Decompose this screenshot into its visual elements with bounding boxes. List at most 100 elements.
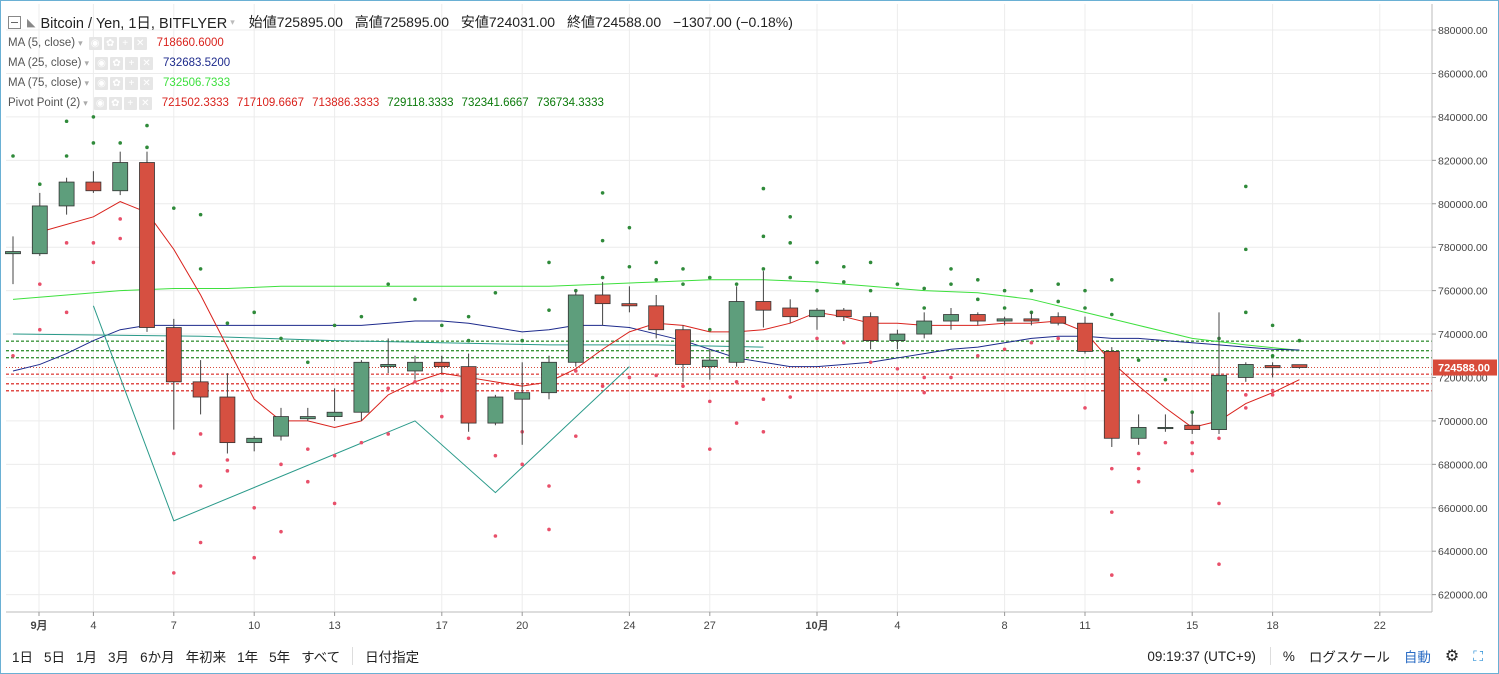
pivot-dot (842, 340, 846, 345)
plus-icon[interactable]: + (123, 96, 137, 110)
range-3m-button[interactable]: 3月 (108, 650, 130, 665)
clock-time[interactable]: 09:19:37 (UTC+9) (1147, 648, 1256, 664)
legend-ma75[interactable]: MA (75, close) ▾ ◉ ✿ + ✕ 732506.7333 (8, 75, 230, 91)
range-1m-button[interactable]: 1月 (76, 650, 98, 665)
range-6m-button[interactable]: 6か月 (140, 650, 175, 665)
pivot-dot (600, 238, 605, 243)
pivot-dot (976, 297, 980, 302)
plus-icon[interactable]: + (118, 36, 132, 50)
eye-icon[interactable]: ◉ (95, 76, 109, 90)
y-tick-label: 640000.00 (1438, 546, 1488, 558)
pivot-dot (788, 395, 792, 399)
pivot-dot (1110, 277, 1114, 282)
legend-pivot-point[interactable]: Pivot Point (2) ▾ ◉ ✿ + ✕ 721502.3333 71710… (8, 95, 604, 111)
pivot-dot (413, 380, 417, 384)
pivot-dot (145, 123, 149, 128)
range-1d-button[interactable]: 1日 (12, 650, 34, 665)
pivot-dot (1136, 451, 1141, 456)
pivot-dot (332, 501, 337, 506)
log-scale-button[interactable]: ログスケール (1308, 650, 1390, 665)
gear-icon[interactable]: ✿ (110, 56, 124, 70)
pivot-dot (600, 384, 605, 388)
pivot-dot (1110, 573, 1114, 577)
pivot-dot (1244, 247, 1248, 252)
candle-body (943, 314, 959, 322)
legend-value: 713886.3333 (312, 97, 380, 109)
legend-value: 721502.3333 (161, 97, 229, 109)
pivot-dot (1270, 323, 1275, 328)
x-tick-label: 11 (1079, 620, 1090, 632)
legend-caret-icon[interactable]: ▾ (84, 57, 90, 68)
candle-body (1050, 316, 1067, 324)
plus-icon[interactable]: + (125, 56, 139, 70)
y-tick-label: 740000.00 (1438, 329, 1488, 341)
legend-ma5[interactable]: MA (5, close) ▾ ◉ ✿ + ✕ 718660.6000 (8, 35, 224, 51)
symbol-title[interactable]: Bitcoin / Yen, 1日, BITFLYER (40, 15, 228, 32)
candle-body (112, 162, 129, 192)
close-icon[interactable]: ✕ (138, 96, 152, 110)
candle-body (1077, 322, 1093, 352)
pivot-dot (1244, 406, 1248, 410)
gear-icon[interactable]: ✿ (103, 36, 117, 50)
pivot-dot (949, 282, 953, 286)
pivot-dot (1190, 469, 1194, 473)
x-tick-label: 18 (1266, 620, 1278, 632)
gear-icon[interactable]: ⚙ (1444, 648, 1460, 665)
candle-body (996, 318, 1013, 322)
candle-body (380, 364, 397, 368)
candle-body (648, 305, 665, 331)
range-all-button[interactable]: すべて (301, 650, 341, 665)
pivot-dot (574, 369, 578, 373)
gear-icon[interactable]: ✿ (110, 76, 124, 90)
range-5y-button[interactable]: 5年 (269, 650, 291, 665)
auto-scale-button[interactable]: 自動 (1403, 650, 1431, 665)
legend-caret-icon[interactable]: ▾ (78, 37, 83, 48)
pivot-dot (493, 534, 498, 538)
expand-icon[interactable]: ⛶ (1473, 647, 1483, 664)
candle-body (594, 294, 611, 305)
pivot-dot (1002, 347, 1007, 352)
close-icon[interactable]: ✕ (133, 36, 147, 50)
pivot-dot (91, 115, 96, 119)
eye-icon[interactable]: ◉ (88, 36, 102, 50)
zigzag-line-long (12, 333, 764, 348)
pivot-dot (1083, 306, 1087, 310)
close-icon[interactable]: ✕ (140, 76, 154, 90)
pivot-dot (359, 440, 364, 445)
x-tick-label: 9月 (30, 619, 47, 632)
candle-body (433, 361, 450, 368)
ohlc-values: 始値725895.00 高値725895.00 安値724031.00 終値72… (249, 12, 801, 32)
pivot-dot (386, 282, 391, 286)
eye-icon[interactable]: ◉ (95, 56, 109, 70)
range-5d-button[interactable]: 5日 (44, 650, 66, 665)
range-ytd-button[interactable]: 年初来 (185, 650, 227, 665)
pivot-dot (976, 277, 980, 282)
open-value: 始値725895.00 (248, 14, 343, 30)
eye-icon[interactable]: ◉ (93, 96, 107, 110)
close-icon[interactable]: ✕ (140, 56, 154, 70)
plus-icon[interactable]: + (125, 76, 139, 90)
pivot-dot (38, 282, 42, 286)
pivot-dot (1270, 353, 1275, 358)
legend-value: 717109.6667 (236, 97, 305, 109)
legend-caret-icon[interactable]: ▾ (84, 77, 90, 88)
percent-scale-button[interactable]: % (1282, 648, 1295, 664)
candles (5, 151, 1308, 454)
range-1y-button[interactable]: 1年 (237, 650, 259, 665)
pivot-dot (600, 275, 605, 280)
pivot-dot (627, 264, 632, 269)
symbol-menu-caret-icon[interactable]: ▾ (230, 16, 235, 27)
pivot-dot (279, 462, 283, 467)
date-range-button[interactable]: 日付指定 (365, 650, 420, 665)
collapse-icon[interactable] (8, 15, 21, 29)
gear-icon[interactable]: ✿ (108, 96, 122, 110)
legend-caret-icon[interactable]: ▾ (83, 97, 88, 108)
legend-label: MA (5, close) (8, 37, 76, 49)
candle-body (862, 316, 879, 341)
x-tick-label: 8 (1002, 620, 1008, 632)
axes (6, 4, 1433, 613)
legend-ma25[interactable]: MA (25, close) ▾ ◉ ✿ + ✕ 732683.5200 (8, 55, 230, 71)
candle-body (755, 301, 772, 311)
pivot-dot (118, 217, 122, 221)
